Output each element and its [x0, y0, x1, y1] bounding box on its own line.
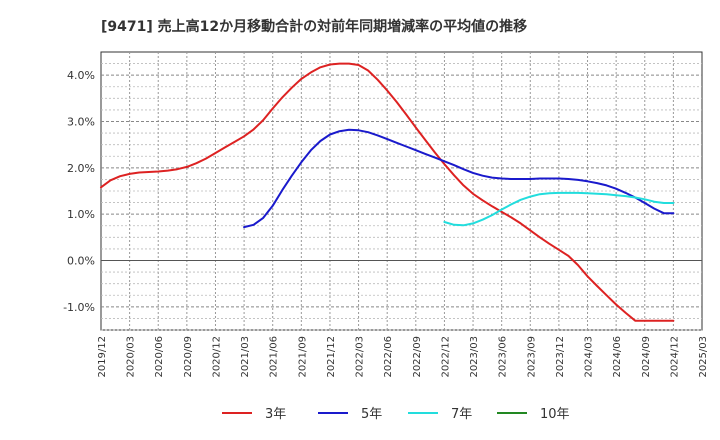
series-line [100, 62, 675, 322]
y-tick-label: 3.0% [67, 116, 95, 129]
x-tick-label: 2024/03 [584, 336, 595, 378]
series-line [443, 191, 675, 227]
x-tick-label: 2021/03 [240, 336, 251, 378]
series-line [243, 128, 675, 229]
x-tick-label: 2022/06 [383, 336, 394, 378]
legend-label: 7年 [451, 407, 472, 422]
x-tick-label: 2022/09 [412, 336, 423, 378]
y-tick-label: 0.0% [67, 255, 95, 268]
y-tick-label: 4.0% [67, 69, 95, 82]
x-axis-ticks: 2019/12 2020/03 2020/06 2020/09 2020/12 2021/… [97, 336, 709, 378]
x-tick-label: 2023/03 [469, 336, 480, 378]
legend: 3年 5年 7年 10年 [222, 407, 570, 422]
x-tick-label: 2024/06 [612, 336, 623, 378]
x-tick-label: 2025/03 [698, 336, 709, 378]
x-tick-label: 2023/12 [555, 336, 566, 378]
x-tick-label: 2020/12 [211, 336, 222, 378]
x-tick-label: 2020/03 [126, 336, 137, 378]
x-tick-label: 2021/12 [326, 336, 337, 378]
x-tick-label: 2023/09 [526, 336, 537, 378]
y-tick-label: 1.0% [67, 208, 95, 221]
x-tick-label: 2024/12 [669, 336, 680, 378]
y-tick-label: 2.0% [67, 162, 95, 175]
x-tick-label: 2023/06 [498, 336, 509, 378]
legend-label: 5年 [361, 407, 382, 422]
x-tick-label: 2020/06 [154, 336, 165, 378]
grid-lines [101, 52, 702, 331]
legend-label: 3年 [265, 407, 286, 422]
legend-label: 10年 [540, 407, 570, 422]
x-tick-label: 2022/12 [440, 336, 451, 378]
x-tick-label: 2021/09 [297, 336, 308, 378]
y-tick-label: -1.0% [63, 301, 95, 314]
x-tick-label: 2020/09 [183, 336, 194, 378]
x-tick-label: 2019/12 [97, 336, 108, 378]
series-lines [100, 62, 675, 322]
y-axis-ticks: -1.0% 0.0% 1.0% 2.0% 3.0% 4.0% [63, 69, 95, 314]
x-tick-label: 2024/09 [641, 336, 652, 378]
chart-title: [9471] 売上高12か月移動合計の対前年同期増減率の平均値の推移 [101, 18, 527, 35]
x-tick-label: 2022/03 [355, 336, 366, 378]
x-tick-label: 2021/06 [269, 336, 280, 378]
